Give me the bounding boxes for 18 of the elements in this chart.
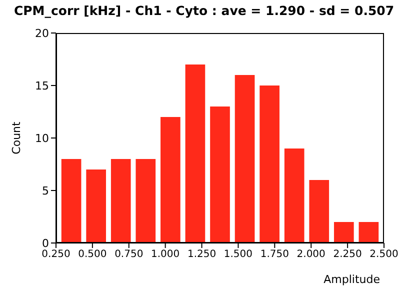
y-tick-label: 15 (35, 79, 49, 92)
x-axis-title: Amplitude (324, 273, 380, 286)
x-tick-label: 0.250 (42, 249, 70, 260)
x-tick-label: 0.500 (78, 249, 107, 260)
y-axis-title: Count (10, 120, 23, 154)
x-tick-label: 1.500 (224, 249, 253, 260)
x-tick-label: 1.250 (187, 249, 216, 260)
y-tick-label: 10 (35, 132, 49, 145)
x-tick-label: 1.000 (151, 249, 180, 260)
x-tick-label: 1.750 (260, 249, 289, 260)
x-tick-label: 0.750 (114, 249, 144, 260)
y-tick-label: 0 (42, 236, 49, 250)
y-tick-label: 20 (35, 26, 49, 40)
chart-title: CPM_corr [kHz] - Ch1 - Cyto : ave = 1.290 - sd = 0.507 (12, 3, 396, 18)
x-tick-label: 2.250 (333, 249, 362, 260)
y-tick-label: 5 (42, 184, 49, 198)
x-tick-label: 2.500 (370, 249, 398, 260)
x-tick-label: 2.000 (296, 249, 326, 260)
